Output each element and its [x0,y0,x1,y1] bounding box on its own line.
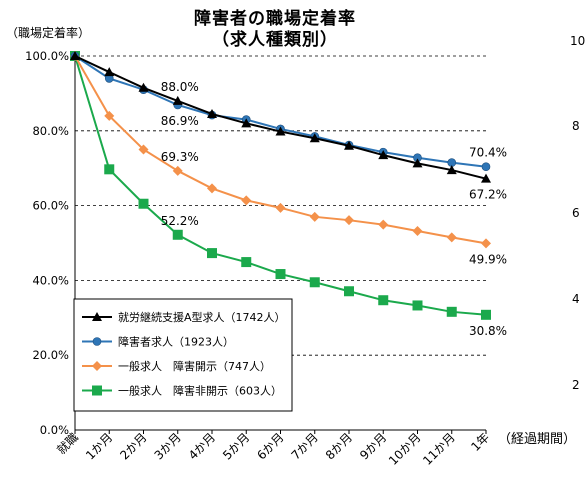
x-tick-label: 6か月 [254,430,286,462]
y-tick-label: 40.0% [32,273,69,287]
data-point [92,385,102,396]
data-point [104,164,115,175]
legend-label: 一般求人 障害非開示（603人） [118,384,282,398]
data-point [344,215,354,226]
legend-label: 就労継続支援A型求人（1742人） [118,310,286,324]
data-point [92,361,102,371]
data-point [446,306,457,317]
y-tick-label: 20.0% [32,348,69,362]
data-label: 67.2% [469,188,507,202]
data-point [481,238,491,249]
data-point [309,133,320,143]
x-tick-label: 7か月 [289,430,321,462]
data-point [446,165,457,175]
data-label: 86.9% [161,114,199,128]
data-point [378,150,389,160]
legend-label: 障害者求人（1923人） [118,335,234,349]
data-point [241,195,252,206]
data-point [138,198,149,209]
series-line [74,55,487,168]
data-label: 88.0% [161,80,199,94]
right-axis-fragment-8: 8 [572,119,580,133]
right-axis-fragment-6: 6 [572,206,580,220]
x-tick-label: 5か月 [220,430,252,462]
x-tick-label: 11か月 [420,430,458,468]
data-point [412,158,423,168]
data-label: 30.8% [469,324,507,338]
data-point [481,173,491,183]
y-tick-label: 100.0% [25,49,69,63]
right-axis-fragment-4: 4 [572,292,580,306]
data-point [172,95,183,105]
x-tick-label: 9か月 [357,430,389,462]
data-point [172,165,183,176]
series-line [74,55,487,180]
x-tick-label: 1年 [468,430,492,454]
right-axis-fragment-10: 10 [570,34,586,48]
data-point [481,162,491,172]
x-axis-unit-label: （経過期間） [498,432,577,447]
data-point [378,219,389,230]
y-tick-label: 60.0% [32,199,69,213]
y-tick-label: 80.0% [32,124,69,138]
x-tick-label: 3か月 [152,430,184,462]
data-point [275,202,286,213]
x-tick-label: 10か月 [386,430,424,468]
data-point [275,126,286,136]
data-label: 49.9% [469,252,507,266]
data-point [172,229,183,240]
data-point [241,257,252,268]
data-point [104,110,115,121]
data-point [412,300,423,311]
legend-label: 一般求人 障害開示（747人） [118,359,271,373]
x-tick-label: 8か月 [323,430,355,462]
y-tick-label: 0.0% [40,423,69,437]
data-point [412,226,423,237]
data-point [309,211,320,222]
y-axis-label: （職場定着率） [6,26,91,40]
right-axis-fragment-2: 2 [572,378,580,392]
data-point [241,118,252,128]
data-point [92,312,102,321]
data-point [138,82,149,92]
chart-title-line1: 障害者の職場定着率 [194,9,356,29]
data-point [207,248,217,259]
data-point [138,144,149,155]
data-point [70,51,80,60]
data-point [207,108,217,118]
data-point [309,277,320,288]
data-point [207,183,217,194]
data-point [104,67,115,77]
x-tick-label: 1か月 [83,430,115,462]
data-point [275,269,286,280]
data-point [92,337,102,346]
chart-title-line2: （求人種類別） [212,30,338,50]
data-point [481,309,491,320]
data-point [378,295,389,306]
data-point [344,286,354,297]
data-point [344,140,354,150]
data-label: 52.2% [161,214,199,228]
data-point [446,232,457,243]
x-tick-label: 4か月 [186,430,218,462]
data-label: 70.4% [469,146,507,160]
data-label: 69.3% [161,150,199,164]
x-tick-label: 2か月 [117,430,149,462]
